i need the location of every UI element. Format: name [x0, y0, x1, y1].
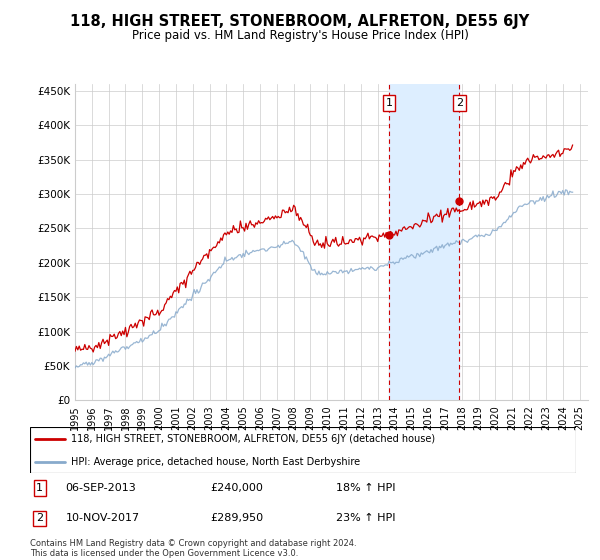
Text: 2: 2 — [456, 98, 463, 108]
Text: HPI: Average price, detached house, North East Derbyshire: HPI: Average price, detached house, Nort… — [71, 457, 360, 466]
Text: 118, HIGH STREET, STONEBROOM, ALFRETON, DE55 6JY (detached house): 118, HIGH STREET, STONEBROOM, ALFRETON, … — [71, 434, 435, 444]
Text: 10-NOV-2017: 10-NOV-2017 — [65, 514, 140, 524]
Text: 118, HIGH STREET, STONEBROOM, ALFRETON, DE55 6JY: 118, HIGH STREET, STONEBROOM, ALFRETON, … — [70, 14, 530, 29]
Text: 18% ↑ HPI: 18% ↑ HPI — [336, 483, 395, 493]
Text: Contains HM Land Registry data © Crown copyright and database right 2024.
This d: Contains HM Land Registry data © Crown c… — [30, 539, 356, 558]
Text: Price paid vs. HM Land Registry's House Price Index (HPI): Price paid vs. HM Land Registry's House … — [131, 29, 469, 42]
Text: 1: 1 — [386, 98, 392, 108]
Text: 1: 1 — [37, 483, 43, 493]
Text: 23% ↑ HPI: 23% ↑ HPI — [336, 514, 395, 524]
Text: 06-SEP-2013: 06-SEP-2013 — [65, 483, 136, 493]
Text: £289,950: £289,950 — [210, 514, 263, 524]
Text: £240,000: £240,000 — [210, 483, 263, 493]
Text: 2: 2 — [36, 514, 43, 524]
